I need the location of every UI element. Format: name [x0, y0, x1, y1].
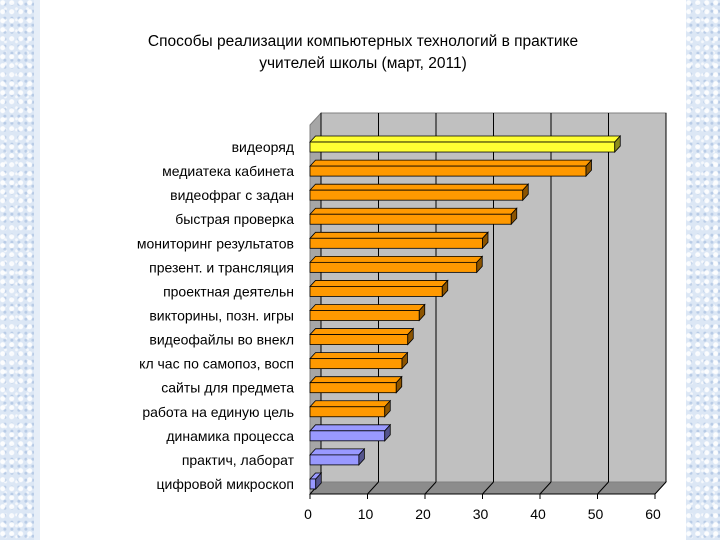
floor-gridline — [424, 481, 437, 495]
category-label: динамика процесса — [166, 428, 294, 444]
floor-gridline — [482, 481, 494, 495]
floor-gridline — [367, 481, 379, 495]
floor-gridline — [539, 481, 552, 495]
category-label: быстрая проверка — [175, 211, 294, 227]
bar — [309, 303, 426, 322]
bar — [309, 375, 403, 394]
bar — [309, 231, 489, 250]
bar — [309, 423, 392, 442]
bar — [309, 447, 366, 466]
category-label: проектная деятельн — [163, 283, 294, 299]
category-label: видеофайлы во внекл — [149, 332, 294, 348]
bar — [309, 279, 449, 298]
bar — [309, 327, 415, 346]
bar — [309, 135, 622, 154]
category-label: мониторинг результатов — [137, 235, 294, 251]
bar — [309, 399, 392, 418]
left-decorative-border — [0, 0, 34, 540]
bar — [309, 159, 593, 178]
bar — [309, 471, 323, 490]
floor-gridline — [597, 481, 609, 495]
bar — [309, 351, 409, 370]
bar — [309, 255, 484, 274]
bar — [309, 207, 518, 226]
category-label: викторины, позн. игры — [149, 308, 294, 324]
category-label: кл час по самопоз, восп — [139, 356, 294, 372]
right-decorative-border — [686, 0, 720, 540]
category-label: практич, лаборат — [182, 452, 295, 468]
category-label: презент. и трансляция — [149, 259, 294, 275]
category-label: работа на единую цель — [142, 404, 294, 420]
category-label: видеофраг с задан — [170, 187, 294, 203]
x-tick-label: 60 — [645, 506, 661, 522]
floor-gridline — [654, 481, 667, 495]
x-tick-label: 30 — [473, 506, 489, 522]
chart-subtitle: учителей школы (март, 2011) — [259, 55, 467, 72]
category-label: медиатека кабинета — [162, 163, 294, 179]
category-label: сайты для предмета — [161, 380, 294, 396]
x-tick-label: 20 — [415, 506, 431, 522]
x-tick-label: 10 — [358, 506, 374, 522]
x-tick-label: 0 — [304, 506, 312, 522]
x-tick-label: 50 — [588, 506, 604, 522]
chart-title: Способы реализации компьютерных технолог… — [147, 33, 579, 50]
category-label: видеоряд — [232, 139, 294, 155]
x-tick-label: 40 — [530, 506, 546, 522]
category-label: цифровой микроскоп — [157, 476, 295, 492]
bar — [309, 183, 530, 202]
